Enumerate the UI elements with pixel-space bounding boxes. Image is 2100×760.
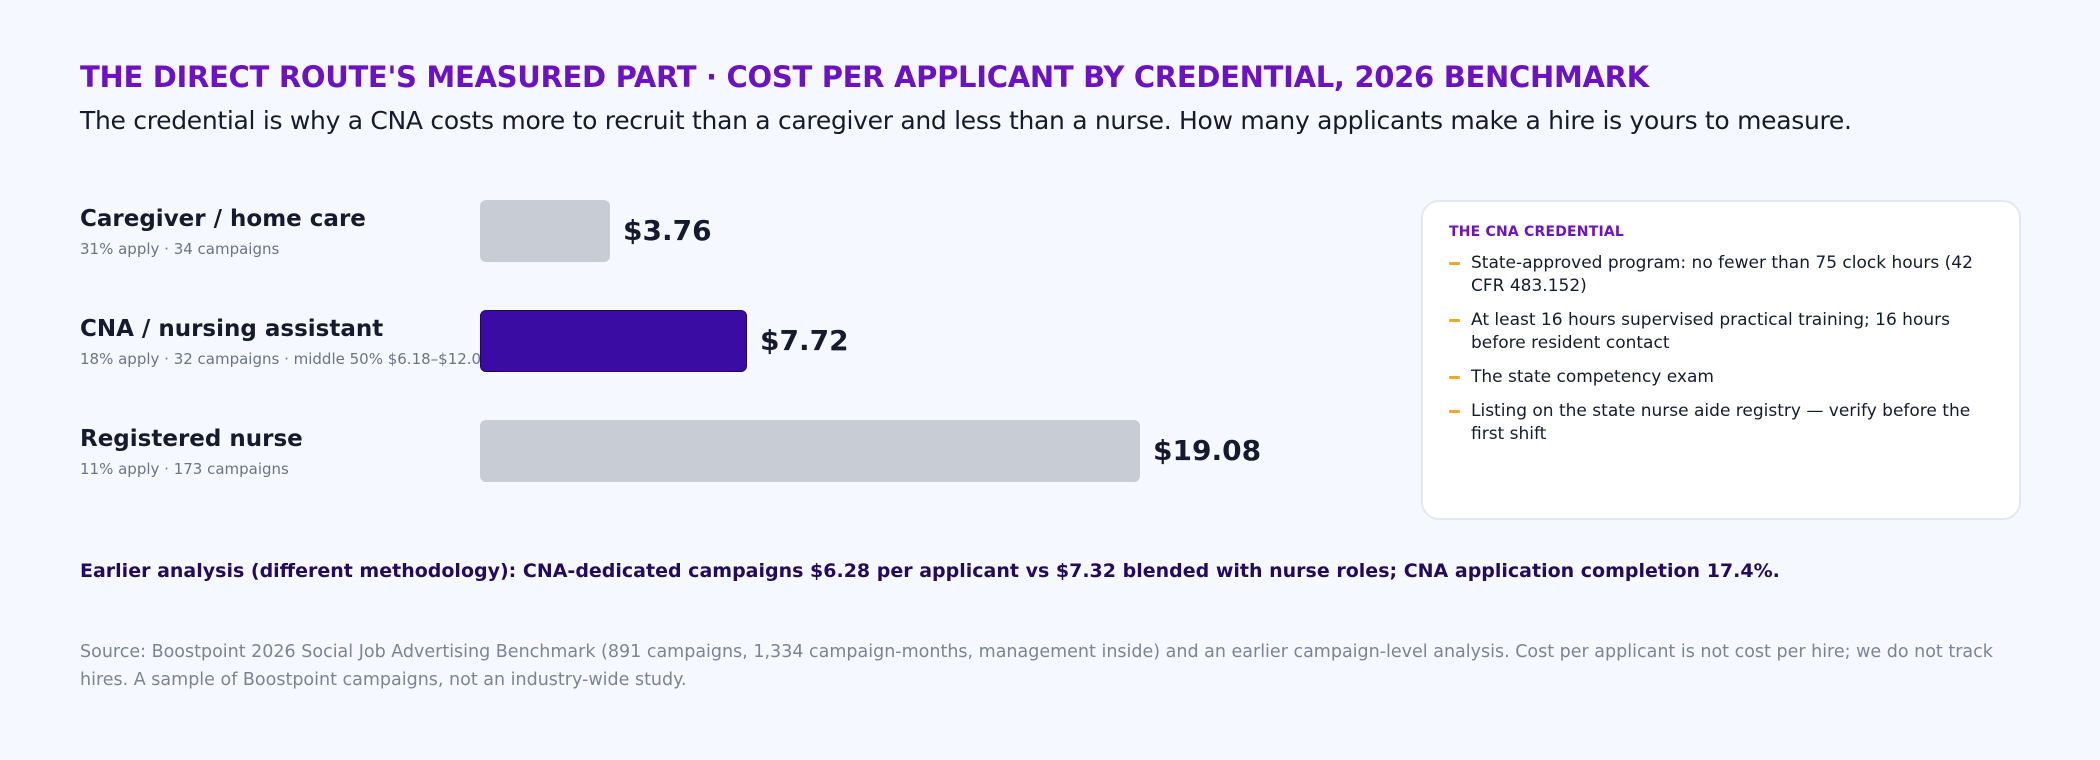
- dash-bullet-icon: [1449, 262, 1460, 265]
- list-item-text: Listing on the state nurse aide registry…: [1471, 401, 1971, 444]
- list-item-text: At least 16 hours supervised practical t…: [1471, 310, 1950, 353]
- source-note: Source: Boostpoint 2026 Social Job Adver…: [80, 642, 1993, 690]
- chart-row: Registered nurse 11% apply · 173 campaig…: [80, 420, 1380, 484]
- panel-title: THE CNA CREDENTIAL: [1449, 224, 1625, 240]
- methodology-note: Earlier analysis (different methodology)…: [80, 560, 1780, 582]
- dash-bullet-icon: [1449, 410, 1460, 413]
- dash-bullet-icon: [1449, 376, 1460, 379]
- chart-title: THE DIRECT ROUTE'S MEASURED PART · COST …: [80, 60, 1649, 94]
- chart-subtitle: The credential is why a CNA costs more t…: [80, 106, 1852, 135]
- list-item-text: State-approved program: no fewer than 75…: [1471, 253, 1973, 296]
- bar-registered-nurse: [480, 420, 1140, 482]
- value-label: $19.08: [1153, 434, 1262, 467]
- chart-row: Caregiver / home care 31% apply · 34 cam…: [80, 200, 1380, 264]
- list-item: At least 16 hours supervised practical t…: [1449, 309, 1993, 355]
- chart-row: CNA / nursing assistant 18% apply · 32 c…: [80, 310, 1380, 374]
- category-label: Caregiver / home care: [80, 206, 366, 232]
- category-note: 11% apply · 173 campaigns: [80, 460, 289, 478]
- bar-cna: [480, 310, 747, 372]
- list-item: State-approved program: no fewer than 75…: [1449, 252, 1993, 298]
- category-note: 31% apply · 34 campaigns: [80, 240, 280, 258]
- list-item: Listing on the state nurse aide registry…: [1449, 400, 1993, 446]
- list-item-text: The state competency exam: [1471, 367, 1714, 387]
- value-label: $3.76: [623, 214, 712, 247]
- cna-credential-panel: THE CNA CREDENTIAL State-approved progra…: [1421, 200, 2021, 520]
- dash-bullet-icon: [1449, 319, 1460, 322]
- list-item: The state competency exam: [1449, 366, 1993, 389]
- value-label: $7.72: [760, 324, 849, 357]
- bar-caregiver: [480, 200, 610, 262]
- panel-list: State-approved program: no fewer than 75…: [1449, 252, 1993, 446]
- category-label: CNA / nursing assistant: [80, 316, 384, 342]
- category-label: Registered nurse: [80, 426, 303, 452]
- category-note: 18% apply · 32 campaigns · middle 50% $6…: [80, 350, 491, 368]
